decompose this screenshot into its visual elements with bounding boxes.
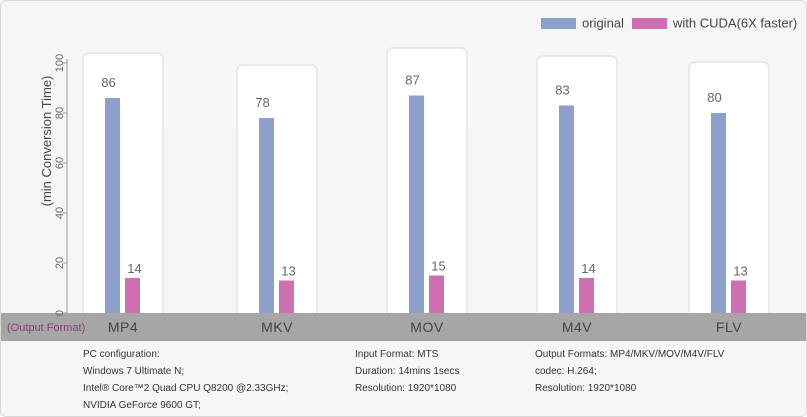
bar-cuda xyxy=(429,275,444,313)
category-card xyxy=(688,61,770,334)
value-label: 13 xyxy=(733,264,747,279)
pc-config-block: PC configuration: Windows 7 Ultimate N; … xyxy=(83,346,288,414)
category-card xyxy=(82,52,164,334)
value-label: 86 xyxy=(101,75,115,90)
value-label: 13 xyxy=(281,264,295,279)
legend-label: original xyxy=(582,16,624,31)
y-axis-label: (min Conversion Time) xyxy=(39,76,54,207)
y-tick-label: 20 xyxy=(54,257,66,269)
value-label: 80 xyxy=(707,90,721,105)
pc-config-line: NVIDIA GeForce 9600 GT; xyxy=(83,400,201,411)
y-tick-label: 100 xyxy=(54,54,66,72)
category-card xyxy=(386,47,468,334)
legend-swatch xyxy=(632,18,667,29)
output-info-block: Output Formats: MP4/MKV/MOV/M4V/FLV code… xyxy=(535,346,724,397)
value-label: 78 xyxy=(255,95,269,110)
pc-config-line: Intel® Core™2 Quad CPU Q8200 @2.33GHz; xyxy=(83,383,289,394)
category-card xyxy=(236,64,318,334)
value-label: 14 xyxy=(127,261,141,276)
y-tick-label: 0 xyxy=(54,310,66,316)
y-tick-label: 80 xyxy=(54,107,66,119)
bar-cuda xyxy=(731,280,746,313)
x-axis-name: (Output Format) xyxy=(7,322,85,334)
y-tick-label: 60 xyxy=(54,157,66,169)
bar-cuda xyxy=(125,278,140,313)
x-axis-band xyxy=(1,313,806,341)
legend-swatch xyxy=(541,18,576,29)
y-tick-label: 40 xyxy=(54,207,66,219)
x-category-label: FLV xyxy=(716,319,742,335)
category-card xyxy=(536,55,618,334)
bar-original xyxy=(409,95,424,313)
input-info-block: Input Format: MTS Duration: 14mins 1secs… xyxy=(355,346,460,397)
output-info-line: codec: H.264; xyxy=(535,366,597,377)
bar-original xyxy=(711,113,726,313)
legend-label: with CUDA(6X faster) xyxy=(672,16,797,31)
bar-cuda xyxy=(579,278,594,313)
value-label: 87 xyxy=(405,73,419,88)
bar-original xyxy=(259,118,274,313)
x-category-label: MKV xyxy=(261,319,293,335)
pc-config-line: Windows 7 Ultimate N; xyxy=(83,366,185,377)
bar-original xyxy=(105,98,120,313)
x-category-label: MOV xyxy=(410,319,444,335)
input-info-line: Input Format: MTS xyxy=(355,349,439,360)
output-info-line: Output Formats: MP4/MKV/MOV/M4V/FLV xyxy=(535,349,725,360)
bar-cuda xyxy=(279,280,294,313)
info-section: PC configuration: Windows 7 Ultimate N; … xyxy=(1,344,806,416)
chart-svg: 0 20 40 60 80 100(min Conversion Time) 86 14 MP4… xyxy=(1,16,806,341)
value-label: 14 xyxy=(581,261,595,276)
input-info-line: Duration: 14mins 1secs xyxy=(355,366,460,377)
value-label: 83 xyxy=(555,83,569,98)
x-category-label: MP4 xyxy=(108,319,138,335)
output-info-line: Resolution: 1920*1080 xyxy=(535,383,637,394)
x-category-label: M4V xyxy=(562,319,592,335)
bar-original xyxy=(559,105,574,313)
pc-config-line: PC configuration: xyxy=(83,349,160,360)
value-label: 15 xyxy=(431,259,445,274)
input-info-line: Resolution: 1920*1080 xyxy=(355,383,457,394)
